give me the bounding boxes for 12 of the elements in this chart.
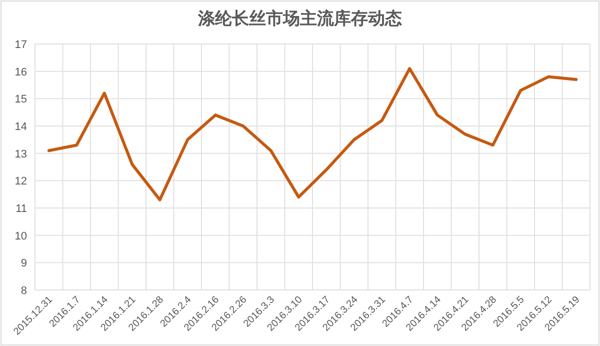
y-tick-label: 11 (16, 203, 27, 215)
y-tick-label: 12 (14, 176, 27, 188)
y-tick-label: 8 (20, 285, 27, 297)
line-series (47, 67, 578, 202)
y-tick-label: 17 (14, 39, 27, 51)
y-tick-label: 9 (20, 258, 27, 270)
y-tick-label: 13 (14, 148, 27, 160)
y-tick-label: 14 (14, 121, 27, 133)
y-tick-label: 16 (14, 66, 27, 78)
y-tick-label: 10 (14, 230, 27, 242)
chart-title: 涤纶长丝市场主流库存动态 (197, 9, 402, 28)
y-tick-label: 15 (14, 94, 27, 106)
